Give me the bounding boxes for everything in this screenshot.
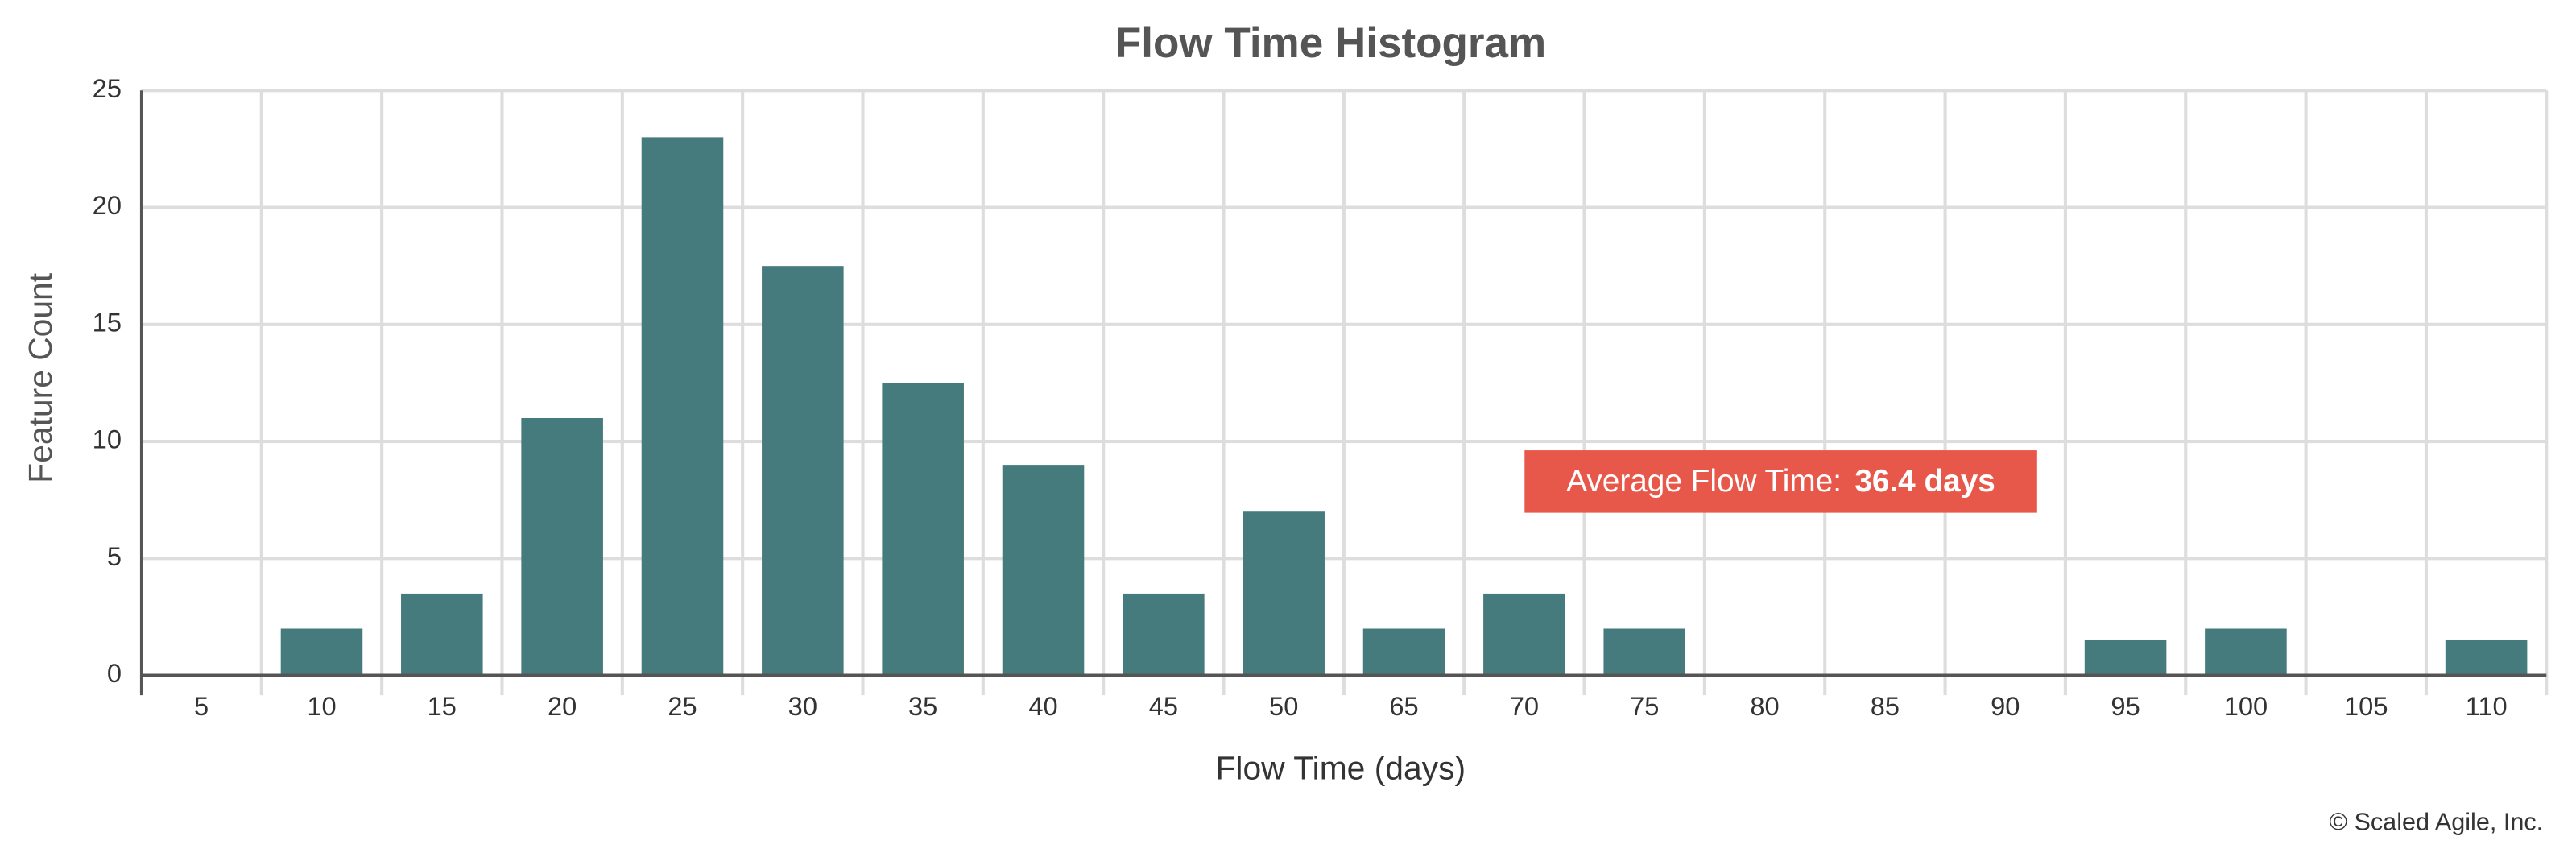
bar (2084, 640, 2167, 676)
y-axis-label: Feature Count (22, 272, 59, 482)
x-tick-label: 75 (1630, 691, 1659, 721)
x-tick-label: 95 (2111, 691, 2140, 721)
x-tick-label: 100 (2224, 691, 2268, 721)
bar (882, 383, 964, 676)
annotation-box (1524, 450, 2037, 513)
x-axis-label: Flow Time (days) (1216, 750, 1466, 787)
bar (1483, 593, 1565, 676)
footer: © Scaled Agile, Inc. (2329, 808, 2543, 835)
bar (1243, 511, 1325, 676)
y-tick-label: 15 (93, 307, 122, 337)
bar (1002, 465, 1085, 676)
annotation-label: Average Flow Time: (1566, 464, 1842, 499)
y-tick-label: 20 (93, 190, 122, 220)
x-tick-label: 25 (668, 691, 697, 721)
x-tick-label: 30 (788, 691, 817, 721)
x-tick-label: 35 (908, 691, 937, 721)
y-tick-label: 0 (107, 658, 122, 688)
x-tick-label: 20 (548, 691, 577, 721)
bar (521, 418, 603, 676)
bar (1123, 593, 1205, 676)
x-tick-label: 15 (428, 691, 457, 721)
x-tick-label: 5 (194, 691, 209, 721)
x-tick-label: 85 (1871, 691, 1900, 721)
y-tick-label: 10 (93, 424, 122, 454)
x-tick-label: 10 (307, 691, 336, 721)
x-tick-label: 45 (1149, 691, 1178, 721)
bar (762, 266, 844, 676)
annotation-value: 36.4 days (1854, 464, 1995, 499)
x-tick-label: 50 (1269, 691, 1298, 721)
x-tick-label: 40 (1028, 691, 1057, 721)
annotation: Average Flow Time: 36.4 days (1566, 464, 1995, 499)
chart-title: Flow Time Histogram (1115, 19, 1546, 67)
bar (280, 628, 363, 676)
y-tick-label: 25 (93, 73, 122, 103)
bar (1603, 628, 1685, 676)
x-tick-label: 90 (1991, 691, 2020, 721)
y-tick-label: 5 (107, 541, 122, 571)
bar (2445, 640, 2528, 676)
x-tick-label: 105 (2344, 691, 2388, 721)
x-tick-label: 65 (1389, 691, 1418, 721)
bar (401, 593, 483, 676)
bar (641, 137, 724, 676)
bar (1362, 628, 1445, 676)
bar (2205, 628, 2287, 676)
x-tick-label: 110 (2466, 691, 2508, 721)
x-tick-label: 80 (1750, 691, 1779, 721)
x-tick-label: 70 (1510, 691, 1539, 721)
